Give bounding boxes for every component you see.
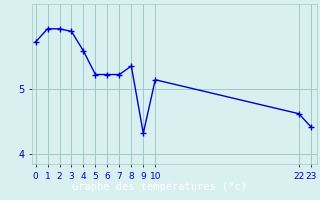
Text: Graphe des températures (°c): Graphe des températures (°c) bbox=[73, 182, 247, 192]
